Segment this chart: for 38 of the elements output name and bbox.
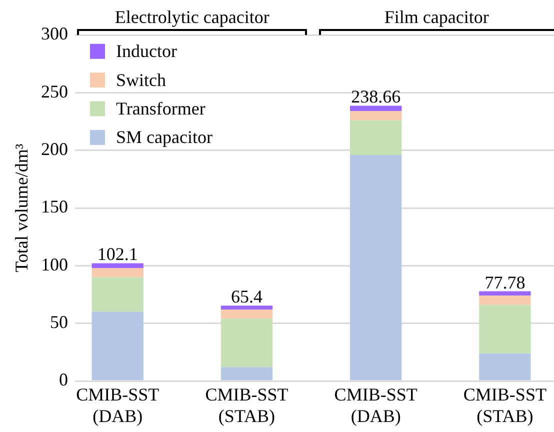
legend-label: SM capacitor (116, 127, 212, 148)
legend-label: Transformer (116, 98, 206, 118)
bar (92, 263, 144, 268)
total-label: 238.66 (351, 86, 401, 107)
x-tick-label: CMIB-SST (DAB) (334, 384, 418, 426)
y-tick-label: 250 (41, 81, 68, 102)
bar (92, 277, 144, 312)
total-label: 65.4 (230, 286, 262, 307)
x-tick-label: CMIB-SST (STAB) (463, 384, 546, 426)
total-label: 77.78 (484, 272, 526, 292)
y-tick-label: 0 (59, 370, 68, 390)
bar (220, 306, 273, 310)
bar (479, 296, 531, 305)
bar (92, 268, 144, 278)
bar (350, 120, 402, 155)
total-label: 102.1 (97, 244, 138, 264)
text: Electrolytic capacitor (114, 7, 270, 27)
bar (479, 291, 531, 296)
x-tick-label: CMIB-SST (DAB) (76, 384, 160, 426)
bar (350, 111, 402, 120)
text: Film capacitor (384, 7, 489, 27)
legend-label: Inductor (116, 41, 177, 62)
y-tick-label: 300 (41, 24, 68, 44)
bar (220, 367, 273, 380)
y-tick-label: 100 (41, 254, 68, 274)
legend-label: Switch (116, 70, 166, 90)
y-axis-title: Total volume/dm³ (12, 143, 32, 272)
y-tick-label: 150 (41, 196, 68, 217)
y-tick-label: 50 (50, 312, 68, 332)
bar (350, 154, 402, 380)
bar (220, 318, 273, 368)
bar (92, 312, 144, 380)
bar (350, 106, 402, 112)
bar (479, 353, 531, 380)
bar (220, 309, 273, 319)
x-tick-label: CMIB-SST (STAB) (205, 384, 288, 426)
bar (479, 304, 531, 354)
y-tick-label: 200 (41, 139, 68, 160)
